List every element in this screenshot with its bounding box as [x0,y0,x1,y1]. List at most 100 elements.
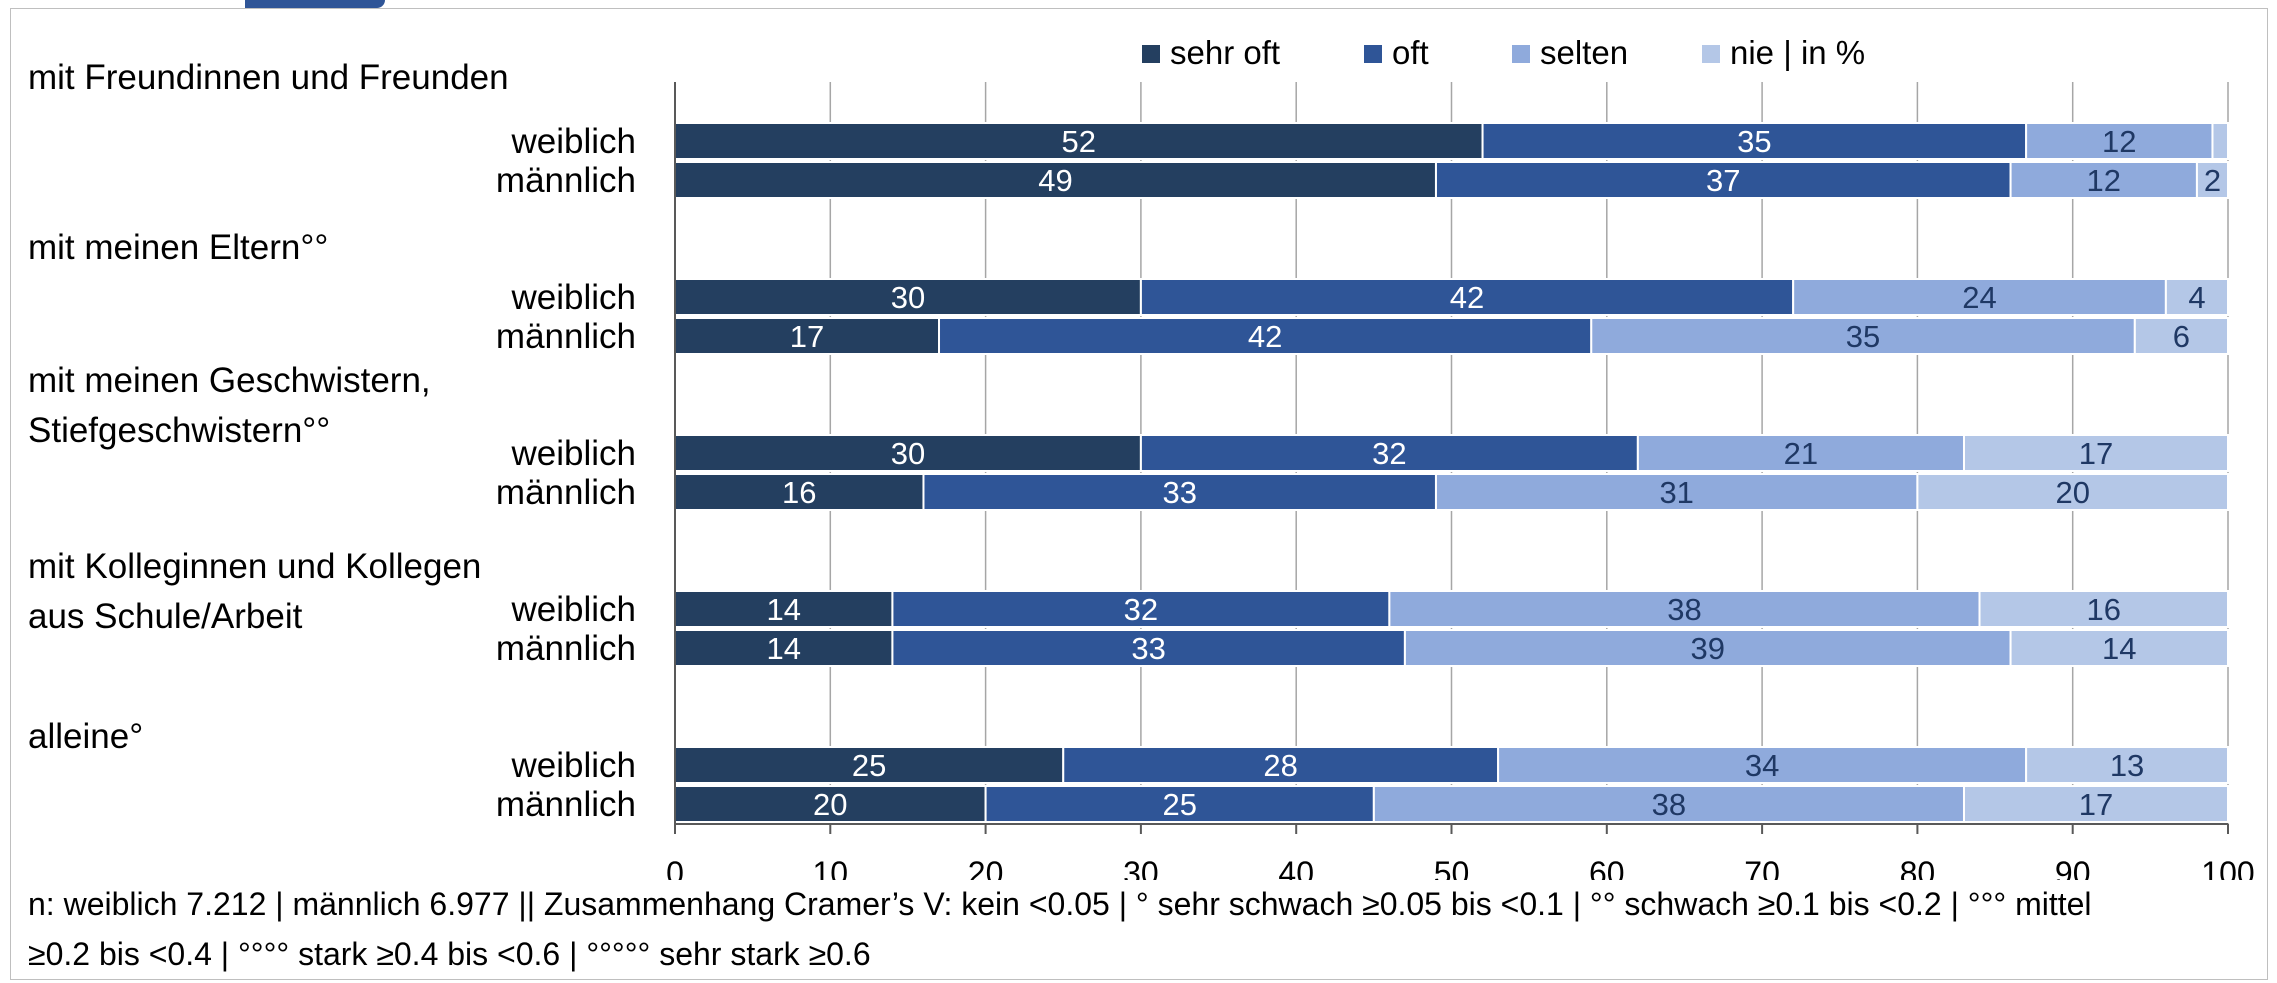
data-label-5-männlich-2: 25 [1162,787,1196,822]
data-label-5-weiblich-4: 13 [2110,748,2144,783]
data-label-5-männlich-4: 17 [2079,787,2113,822]
bar-segment-3-weiblich-4 [1962,434,2229,472]
row-label-1-männlich: männlich [496,161,636,200]
bar-segment-1-weiblich-1 [674,122,1484,160]
group-title-4-line-1: mit Kolleginnen und Kollegen [28,547,481,586]
bar-segment-1-weiblich-2 [1481,122,2028,160]
footnote-line-2: ≥0.2 bis <0.4 | °°°° stark ≥0.4 bis <0.6… [28,936,871,972]
data-label-3-männlich-2: 33 [1162,475,1196,510]
group-title-3-line-1: mit meinen Geschwistern, [28,361,431,400]
bar-segment-2-männlich-1 [674,317,941,355]
bar-segment-5-weiblich-4 [2025,746,2229,784]
legend-swatch-1 [1142,45,1160,63]
bar-segment-4-männlich-2 [891,629,1406,667]
legend-swatch-4 [1702,45,1720,63]
data-label-4-männlich-1: 14 [766,631,800,666]
bar-segment-2-weiblich-2 [1139,278,1795,316]
legend-label-3: selten [1540,34,1628,71]
row-label-1-weiblich: weiblich [511,122,637,161]
bar-segment-5-männlich-2 [984,785,1375,823]
row-label-5-männlich: männlich [496,785,636,824]
data-label-2-männlich-4: 6 [2173,319,2190,354]
row-label-3-weiblich: weiblich [511,434,637,473]
data-label-4-weiblich-3: 38 [1667,592,1701,627]
data-label-2-weiblich-1: 30 [891,280,925,315]
bar-segment-2-männlich-3 [1590,317,2136,355]
data-label-2-männlich-2: 42 [1248,319,1282,354]
x-tick-label-20: 20 [968,855,1004,880]
bar-segment-3-männlich-2 [922,473,1437,511]
data-label-2-weiblich-4: 4 [2188,280,2205,315]
data-label-2-weiblich-3: 24 [1962,280,1996,315]
data-label-5-männlich-3: 38 [1652,787,1686,822]
bar-segment-4-männlich-1 [674,629,894,667]
x-tick-label-40: 40 [1278,855,1314,880]
row-label-2-weiblich: weiblich [511,278,637,317]
data-label-4-männlich-2: 33 [1131,631,1165,666]
x-tick-label-70: 70 [1744,855,1780,880]
bar-segment-1-weiblich-3 [2025,122,2214,160]
data-label-1-männlich-2: 37 [1706,163,1740,198]
bar-segment-1-weiblich-4 [2211,122,2229,160]
legend-swatch-3 [1512,45,1530,63]
x-tick-label-80: 80 [1900,855,1936,880]
data-label-1-weiblich-1: 52 [1062,124,1096,159]
data-label-4-weiblich-2: 32 [1124,592,1158,627]
data-label-3-weiblich-4: 17 [2079,436,2113,471]
data-label-1-weiblich-2: 35 [1737,124,1771,159]
data-label-3-weiblich-1: 30 [891,436,925,471]
legend-label-2: oft [1392,34,1429,71]
bar-segment-2-weiblich-3 [1792,278,2167,316]
data-label-1-männlich-1: 49 [1038,163,1072,198]
legend-swatch-2 [1364,45,1382,63]
bar-segment-3-männlich-3 [1434,473,1919,511]
bar-segment-1-männlich-4 [2195,161,2229,199]
bar-segment-4-männlich-4 [2009,629,2229,667]
bar-segment-2-weiblich-4 [2164,278,2229,316]
bar-segment-3-weiblich-2 [1139,434,1639,472]
group-title-1-line-1: mit Freundinnen und Freunden [28,58,509,97]
x-tick-label-90: 90 [2055,855,2091,880]
bar-segment-5-männlich-1 [674,785,987,823]
group-title-5-line-1: alleine° [28,717,143,756]
bar-segment-2-männlich-4 [2133,317,2230,355]
bar-segment-5-männlich-4 [1962,785,2229,823]
row-label-3-männlich: männlich [496,473,636,512]
legend-label-4: nie | in % [1730,34,1865,71]
bar-segment-3-männlich-1 [674,473,925,511]
row-label-5-weiblich: weiblich [511,746,637,785]
footnote-line-1: n: weiblich 7.212 | männlich 6.977 || Zu… [28,886,2092,922]
group-title-3-line-2: Stiefgeschwistern°° [28,411,330,450]
group-title-4-line-2: aus Schule/Arbeit [28,597,303,636]
bar-segment-1-männlich-1 [674,161,1437,199]
data-label-5-weiblich-2: 28 [1263,748,1297,783]
title-strip [245,0,385,8]
data-label-1-weiblich-3: 12 [2102,124,2136,159]
data-label-3-weiblich-2: 32 [1372,436,1406,471]
data-label-4-weiblich-4: 16 [2087,592,2121,627]
group-title-2-line-1: mit meinen Eltern°° [28,228,328,267]
bar-segment-5-weiblich-2 [1062,746,1500,784]
x-tick-label-30: 30 [1123,855,1159,880]
bar-segment-3-männlich-4 [1916,473,2230,511]
data-label-2-männlich-3: 35 [1846,319,1880,354]
chart-frame [10,8,2268,980]
bar-segment-2-männlich-2 [938,317,1593,355]
data-label-5-weiblich-3: 34 [1745,748,1779,783]
row-label-2-männlich: männlich [496,317,636,356]
data-label-3-männlich-1: 16 [782,475,816,510]
data-label-1-männlich-4: 2 [2204,163,2221,198]
row-label-4-männlich: männlich [496,629,636,668]
x-tick-label-100: 100 [2201,855,2254,880]
legend-label-1: sehr oft [1170,34,1280,71]
row-label-4-weiblich: weiblich [511,590,637,629]
data-label-5-männlich-1: 20 [813,787,847,822]
data-label-3-männlich-4: 20 [2055,475,2089,510]
bar-segment-4-weiblich-1 [674,590,894,628]
data-label-4-männlich-4: 14 [2102,631,2136,666]
data-label-3-männlich-3: 31 [1659,475,1693,510]
x-tick-label-60: 60 [1589,855,1625,880]
data-label-4-weiblich-1: 14 [766,592,800,627]
bar-segment-1-männlich-3 [2009,161,2198,199]
